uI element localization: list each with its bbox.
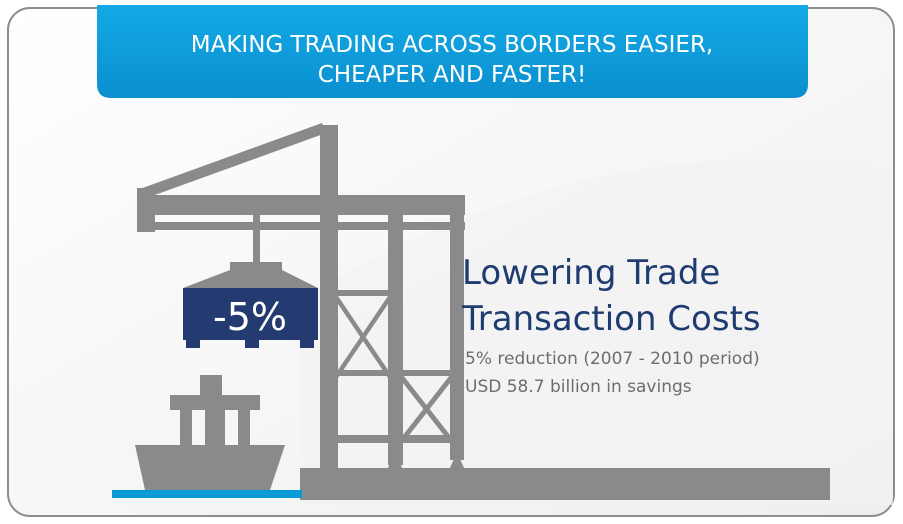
heading-line: Transaction Costs — [461, 299, 761, 339]
heading-line: Lowering Trade — [462, 253, 720, 293]
banner-line: MAKING TRADING ACROSS BORDERS EASIER, — [191, 32, 714, 58]
crane — [135, 123, 830, 500]
detail: USD 58.7 billion in savings — [465, 377, 692, 397]
container-label: -5% — [213, 295, 287, 339]
water — [112, 490, 302, 498]
banner — [97, 5, 808, 98]
container — [183, 288, 318, 340]
banner-line: CHEAPER AND FASTER! — [318, 62, 587, 88]
swoosh — [300, 159, 893, 505]
detail: 5% reduction (2007 - 2010 period) — [465, 349, 760, 369]
container-feet — [186, 340, 314, 348]
